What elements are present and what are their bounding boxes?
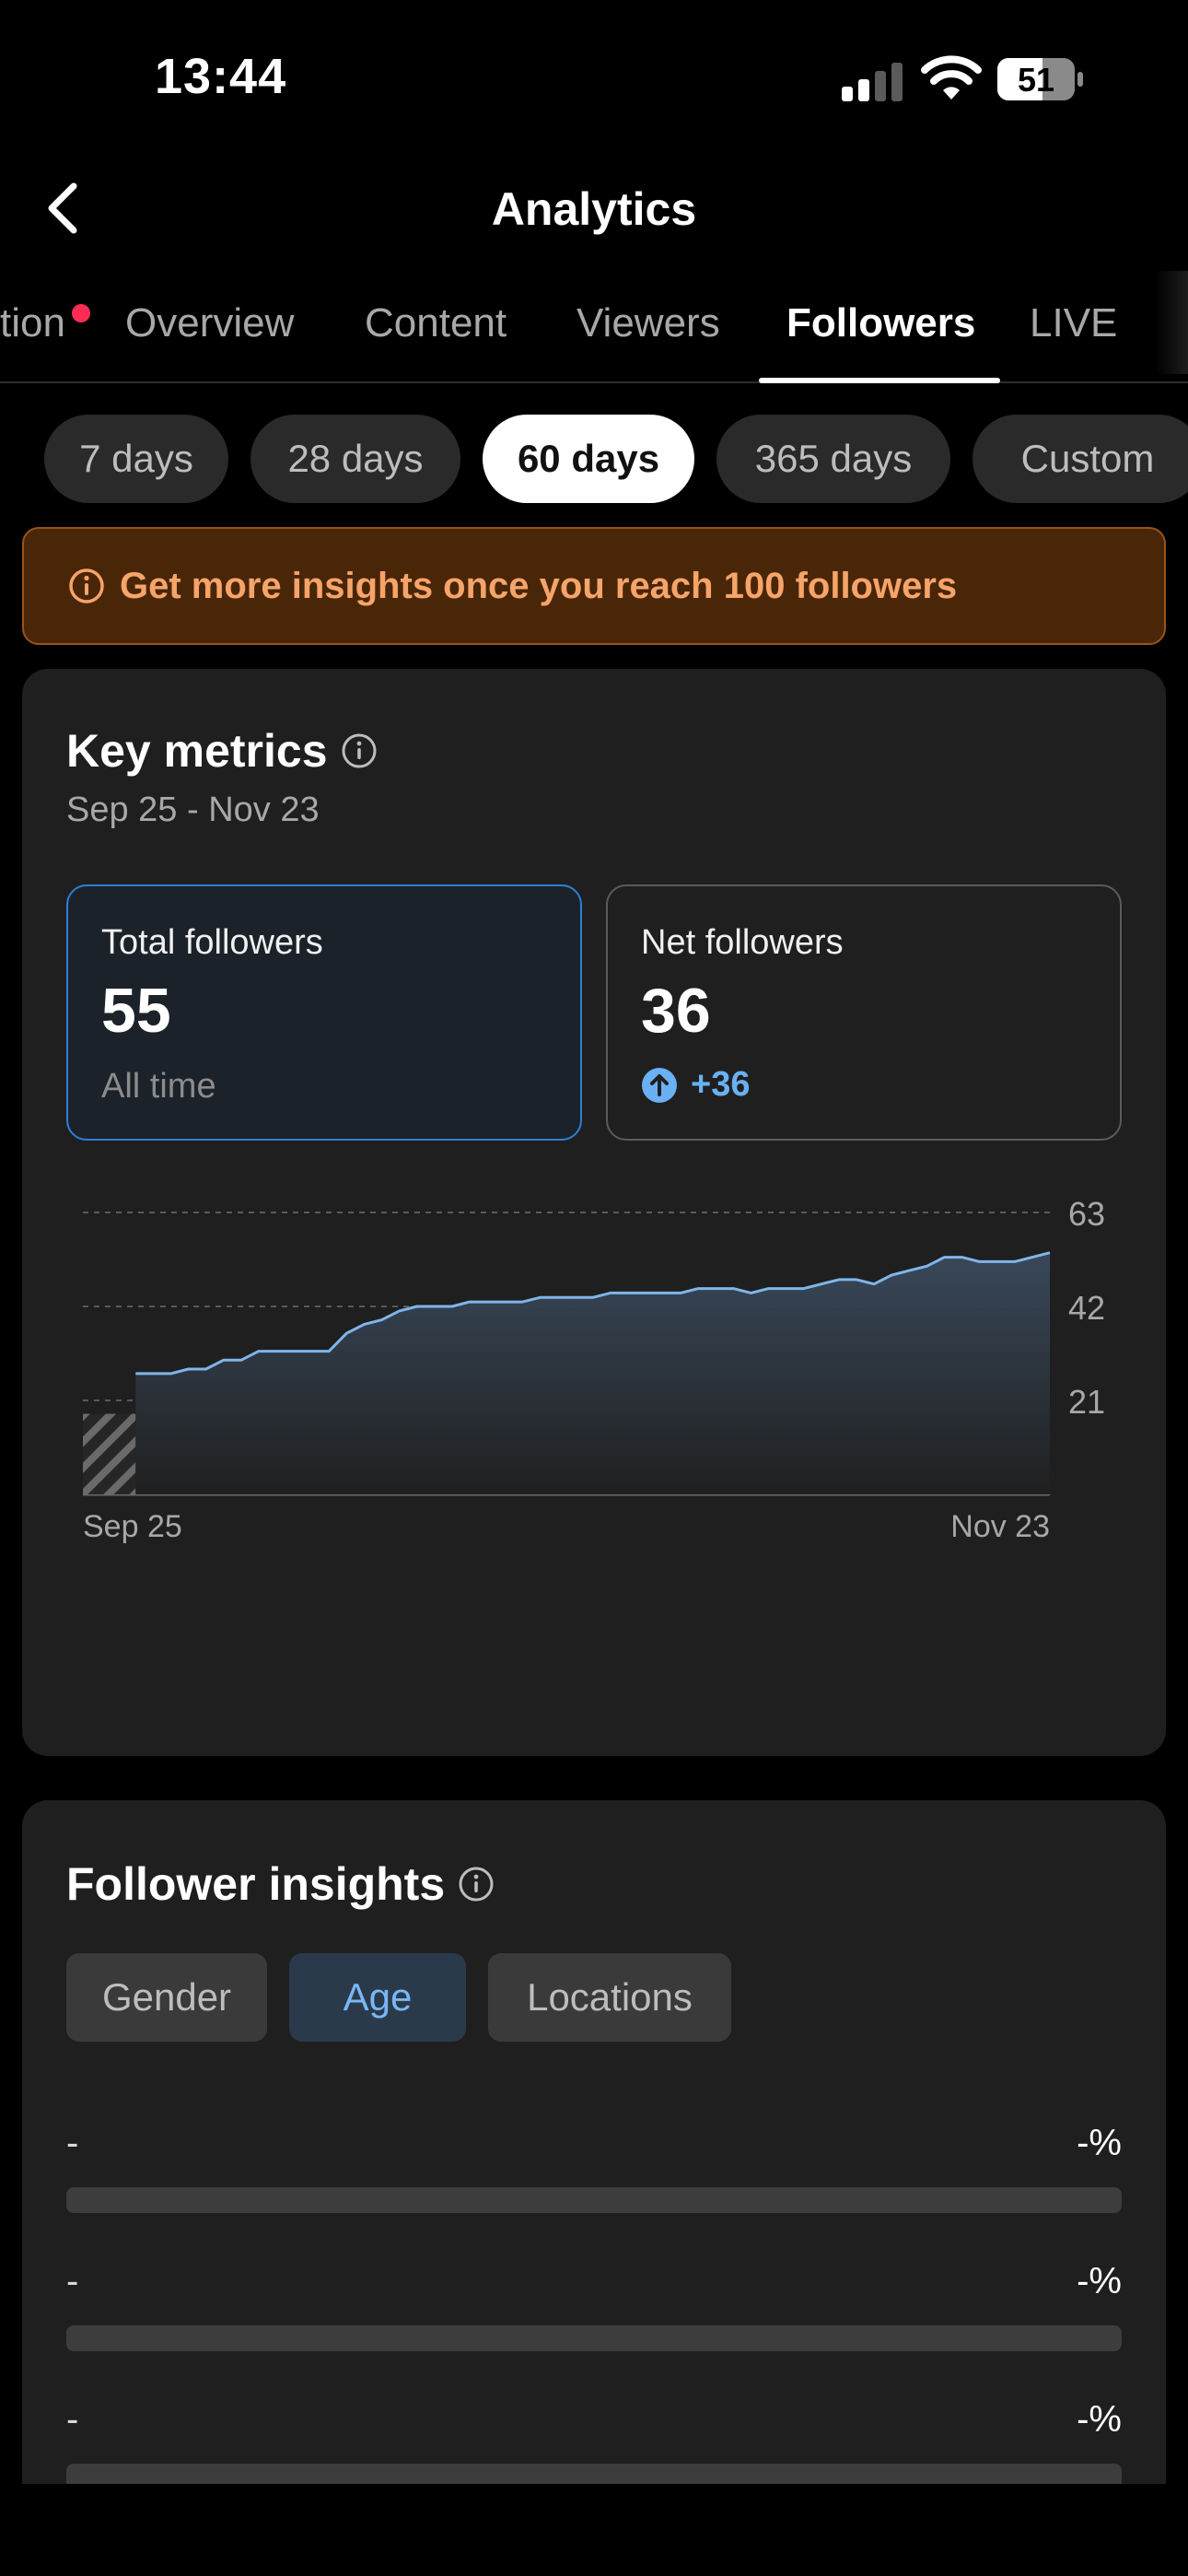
chevron-left-icon: [48, 182, 77, 234]
age-row-bar: [66, 2325, 1122, 2351]
followers-area-fill: [135, 1252, 1051, 1494]
tab-inspiration[interactable]: tion: [0, 300, 65, 345]
tab-followers[interactable]: Followers: [786, 300, 976, 345]
battery-icon: 51: [997, 58, 1083, 100]
status-time: 13:44: [155, 49, 287, 104]
info-icon[interactable]: [339, 731, 379, 771]
insights-banner: Get more insights once you reach 100 fol…: [22, 527, 1166, 645]
battery-level: 51: [1018, 61, 1054, 99]
cellular-signal-icon: [842, 63, 903, 101]
age-row-bar: [66, 2187, 1122, 2213]
banner-text: Get more insights once you reach 100 fol…: [120, 565, 958, 606]
header: Analytics: [0, 166, 1188, 258]
net-followers-value: 36: [641, 976, 711, 1046]
info-icon[interactable]: [456, 1864, 496, 1904]
tab-content[interactable]: Content: [365, 300, 507, 345]
tab-bar: tion Overview Content Viewers Followers …: [0, 271, 1188, 383]
tab-viewers[interactable]: Viewers: [577, 300, 720, 345]
range-7-days[interactable]: 7 days: [44, 415, 228, 503]
total-followers-sub: All time: [101, 1067, 216, 1106]
y-tick-label: 63: [1068, 1195, 1105, 1233]
range-28-days[interactable]: 28 days: [250, 415, 460, 503]
y-tick-label: 42: [1068, 1289, 1105, 1327]
age-row-label: -: [66, 2123, 79, 2163]
active-tab-indicator: [759, 378, 1000, 383]
age-row-label: -: [66, 2261, 79, 2301]
x-end-label: Nov 23: [950, 1509, 1050, 1544]
net-followers-delta-value: +36: [691, 1065, 751, 1104]
date-range-selector: 7 days 28 days 60 days 365 days Custom: [0, 415, 1188, 507]
tab-scroll-fade: [1155, 271, 1188, 374]
key-metrics-card: Key metrics Sep 25 - Nov 23 Total follow…: [22, 669, 1166, 1756]
tab-overview[interactable]: Overview: [125, 300, 295, 345]
age-row-percent: -%: [1077, 2123, 1122, 2163]
age-row-label: -: [66, 2399, 79, 2440]
page-title: Analytics: [491, 183, 697, 235]
y-tick-label: 21: [1068, 1383, 1105, 1421]
segment-gender[interactable]: Gender: [66, 1953, 267, 2042]
net-followers-delta: +36: [641, 1065, 750, 1105]
hatched-no-data-region: [83, 1413, 136, 1494]
net-followers-label: Net followers: [641, 923, 844, 962]
net-followers-card[interactable]: Net followers 36 +36: [606, 884, 1122, 1141]
back-button[interactable]: [33, 179, 92, 238]
segment-age[interactable]: Age: [289, 1953, 466, 2042]
follower-insights-card: Follower insights Gender Age Locations -…: [22, 1800, 1166, 2576]
follower-insights-title-row: Follower insights: [66, 1857, 496, 1911]
key-metrics-title: Key metrics: [66, 725, 328, 777]
arrow-up-circle-icon: [642, 1067, 677, 1103]
followers-area-chart: 63 42 21 Sep 25 Nov 23: [83, 1195, 1105, 1544]
followers-line: [135, 1251, 1051, 1376]
status-bar: 13:44 51: [0, 0, 1188, 157]
total-followers-label: Total followers: [101, 923, 323, 962]
age-row-percent: -%: [1077, 2261, 1122, 2301]
key-metrics-title-row: Key metrics: [66, 724, 379, 778]
date-range-label: Sep 25 - Nov 23: [66, 790, 320, 829]
follower-insights-title: Follower insights: [66, 1858, 446, 1910]
range-365-days[interactable]: 365 days: [716, 415, 950, 503]
range-60-days[interactable]: 60 days: [483, 415, 694, 503]
wifi-icon: [921, 55, 982, 100]
x-start-label: Sep 25: [83, 1509, 182, 1544]
tab-live[interactable]: LIVE: [1030, 300, 1118, 345]
age-row-percent: -%: [1077, 2399, 1122, 2440]
info-icon: [69, 568, 104, 603]
notification-dot: [72, 304, 90, 322]
total-followers-card[interactable]: Total followers 55 All time: [66, 884, 582, 1141]
total-followers-value: 55: [101, 976, 171, 1046]
segment-locations[interactable]: Locations: [488, 1953, 731, 2042]
bottom-safe-area: [0, 2484, 1188, 2576]
range-custom[interactable]: Custom: [973, 415, 1188, 503]
